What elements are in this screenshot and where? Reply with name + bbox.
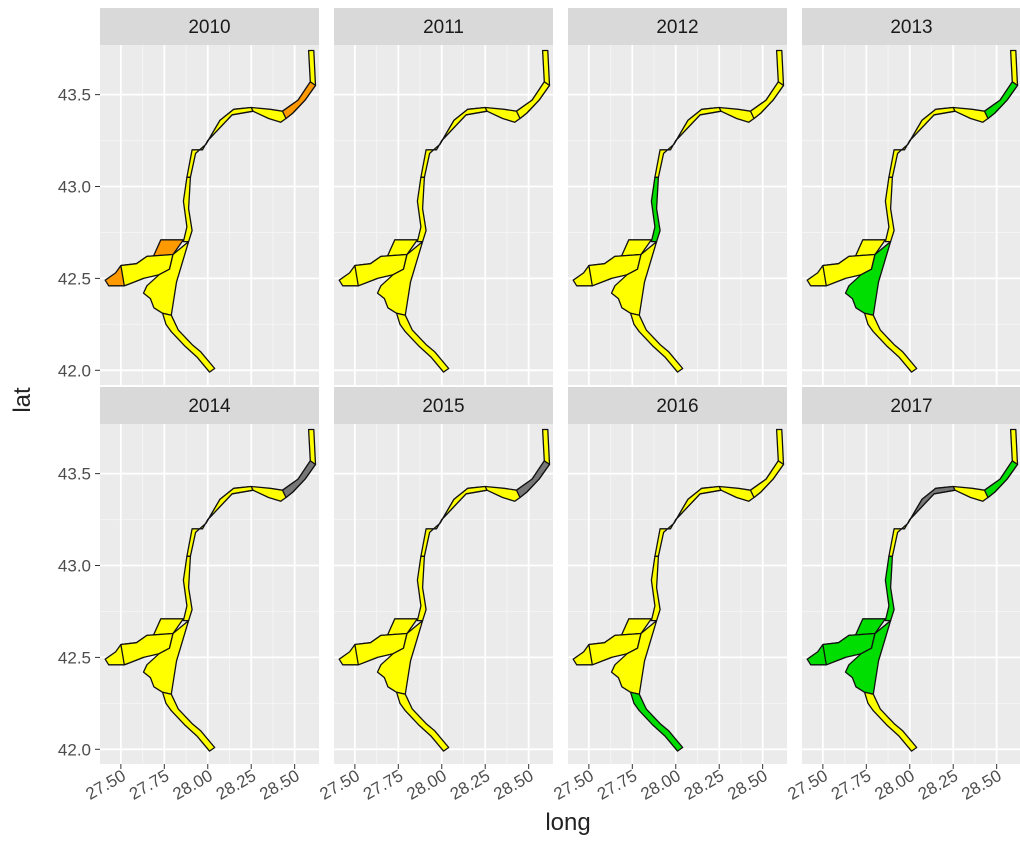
x-tick-label: 28.50 [958, 766, 1004, 804]
y-axes: 42.0 42.5 43.0 43.5 42.0 42.5 43.0 43.5 [58, 86, 100, 759]
region-south [395, 691, 450, 752]
region-delta [844, 240, 892, 316]
y-tick-label: 42.5 [58, 648, 91, 667]
region-ne [749, 460, 785, 499]
x-tick-label: 27.50 [317, 766, 363, 804]
x-tick-label: 27.75 [594, 766, 640, 804]
y-tick-label: 43.0 [58, 557, 91, 576]
region-mid [439, 485, 488, 524]
panel-background [568, 45, 787, 385]
region-delta [610, 619, 658, 695]
x-tick-label: 27.75 [126, 766, 172, 804]
panel-background [802, 424, 1020, 764]
y-tick-label: 42.0 [58, 361, 91, 380]
x-tick-label: 28.25 [213, 766, 259, 804]
facet-strip-label: 2015 [422, 396, 464, 417]
y-axis-title: lat [9, 387, 36, 413]
facet-panel-2013: 2013 [802, 8, 1020, 385]
x-tick-label: 28.50 [256, 766, 302, 804]
region-ne [749, 81, 785, 120]
region-delta [376, 240, 424, 316]
region-mid [907, 485, 956, 524]
facet-strip-label: 2013 [890, 17, 932, 38]
y-tick-label: 43.0 [58, 178, 91, 197]
facet-panel-2016: 2016 [568, 387, 787, 764]
facet-panel-2012: 2012 [568, 8, 787, 385]
facet-strip-label: 2011 [423, 17, 464, 38]
region-mid [439, 106, 488, 145]
region-ne [983, 460, 1019, 499]
facet-panel-2015: 2015 [334, 387, 553, 764]
facet-strip [802, 387, 1020, 424]
x-tick-label: 27.50 [551, 766, 597, 804]
facet-strip [100, 8, 319, 45]
facet-strip [100, 387, 319, 424]
region-ne [515, 460, 551, 499]
region-south [161, 691, 216, 752]
facet-strip-label: 2012 [656, 17, 698, 38]
region-delta [376, 619, 424, 695]
facet-panel-2010: 2010 [100, 8, 319, 385]
facet-panel-2017: 2017 [802, 387, 1020, 764]
region-mid [673, 485, 722, 524]
region-south [629, 691, 684, 752]
x-tick-label: 28.00 [871, 766, 917, 804]
region-mid [673, 106, 722, 145]
facet-strip-label: 2014 [188, 396, 231, 417]
panel-background [100, 45, 319, 385]
facet-strip [334, 387, 553, 424]
x-tick-label: 28.00 [403, 766, 449, 804]
panel-background [802, 45, 1020, 385]
x-tick-label: 28.00 [637, 766, 683, 804]
y-tick-label: 42.5 [58, 269, 91, 288]
region-mid [205, 485, 254, 524]
facet-panel-2011: 2011 [334, 8, 553, 385]
region-ne [281, 81, 317, 120]
panel-background [100, 424, 319, 764]
facet-strip-label: 2010 [188, 17, 230, 38]
panel-background [334, 45, 553, 385]
panel-grid: 2010 2011 2012 2013 2014 2015 2016 2017 [100, 8, 1020, 764]
region-ne [983, 81, 1019, 120]
facet-panel-2014: 2014 [100, 387, 319, 764]
region-delta [142, 240, 190, 316]
region-delta [844, 619, 892, 695]
region-ne [281, 460, 317, 499]
panel-background [334, 424, 553, 764]
y-tick-label: 42.0 [58, 740, 91, 759]
facet-strip [802, 8, 1020, 45]
x-tick-label: 28.50 [724, 766, 770, 804]
region-mid [205, 106, 254, 145]
region-delta [610, 240, 658, 316]
region-mid [907, 106, 956, 145]
x-tick-label: 27.75 [828, 766, 874, 804]
facet-strip [568, 8, 787, 45]
region-ne [515, 81, 551, 120]
x-axis-title: long [545, 809, 590, 836]
x-tick-label: 28.00 [169, 766, 215, 804]
panel-background [568, 424, 787, 764]
x-tick-label: 27.75 [360, 766, 406, 804]
facet-strip [568, 387, 787, 424]
facet-strip-label: 2016 [656, 396, 698, 417]
y-tick-label: 43.5 [58, 465, 91, 484]
x-tick-label: 28.25 [915, 766, 961, 804]
x-tick-label: 28.25 [681, 766, 727, 804]
x-tick-label: 28.50 [490, 766, 536, 804]
region-delta [142, 619, 190, 695]
y-tick-label: 43.5 [58, 86, 91, 105]
region-south [863, 312, 918, 373]
x-tick-label: 27.50 [785, 766, 831, 804]
region-south [863, 691, 918, 752]
region-south [161, 312, 216, 373]
facet-strip [334, 8, 553, 45]
region-south [395, 312, 450, 373]
x-tick-label: 28.25 [447, 766, 493, 804]
facet-strip-label: 2017 [890, 396, 932, 417]
x-tick-label: 27.50 [83, 766, 129, 804]
region-south [629, 312, 684, 373]
